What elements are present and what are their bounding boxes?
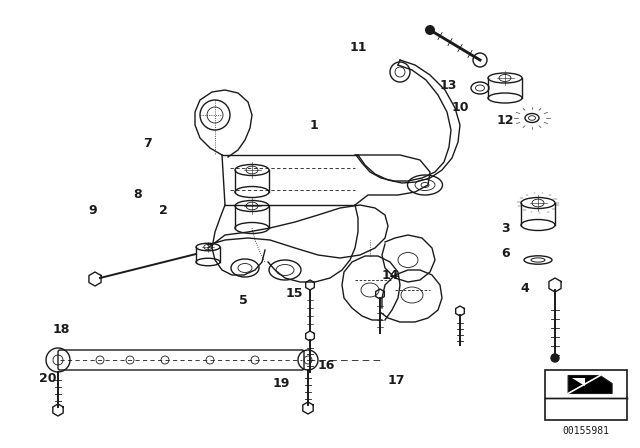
Text: 1: 1 — [309, 119, 318, 132]
Text: 10: 10 — [452, 101, 470, 114]
Bar — [545, 370, 627, 420]
Text: 20: 20 — [39, 372, 57, 385]
Text: 17: 17 — [388, 374, 406, 388]
Text: 5: 5 — [239, 293, 248, 307]
Text: 14: 14 — [381, 269, 399, 282]
Text: 13: 13 — [439, 78, 457, 92]
Text: 9: 9 — [88, 204, 97, 217]
Text: 00155981: 00155981 — [563, 426, 609, 436]
Polygon shape — [568, 375, 612, 393]
Text: 15: 15 — [285, 287, 303, 300]
Text: 19: 19 — [273, 376, 291, 390]
Text: 6: 6 — [501, 246, 510, 260]
Polygon shape — [572, 378, 585, 385]
Text: 8: 8 — [133, 188, 142, 202]
Text: 11: 11 — [349, 40, 367, 54]
Text: 7: 7 — [143, 137, 152, 150]
Text: 2: 2 — [159, 204, 168, 217]
Circle shape — [551, 354, 559, 362]
Text: 16: 16 — [317, 358, 335, 372]
Text: 18: 18 — [52, 323, 70, 336]
Text: 4: 4 — [520, 282, 529, 296]
Text: 3: 3 — [501, 222, 510, 235]
Text: 12: 12 — [497, 114, 515, 128]
Circle shape — [425, 25, 435, 35]
